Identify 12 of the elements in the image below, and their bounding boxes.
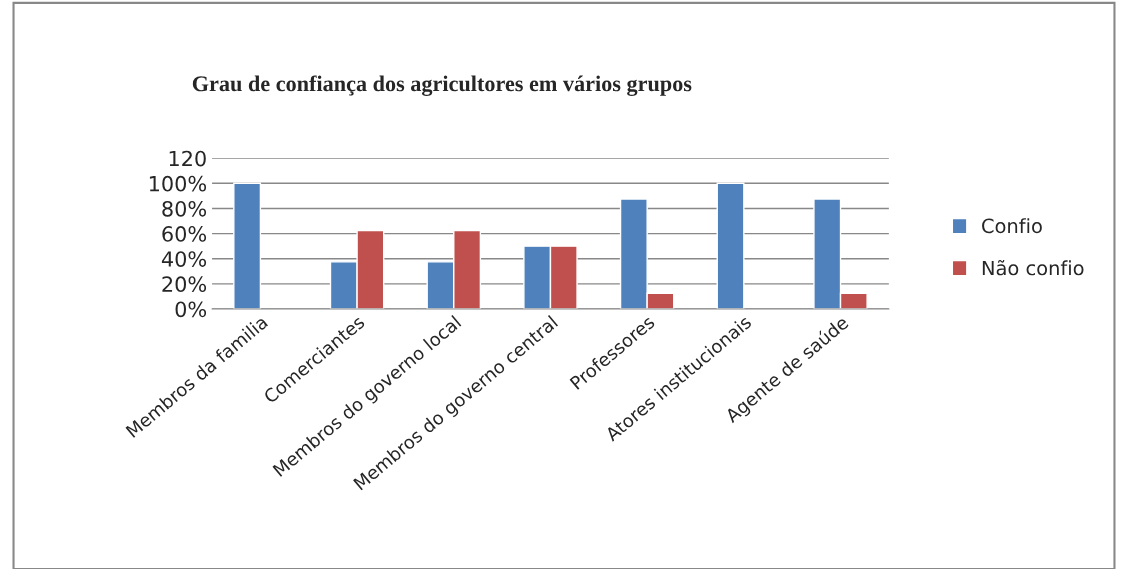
y-tick-label: 0% — [175, 301, 207, 318]
y-tick-label: 120 — [169, 150, 206, 167]
y-tick-label: 60% — [162, 226, 207, 242]
bar — [716, 182, 745, 309]
chart-title: Grau de confiança dos agricultores em vários grupos — [192, 75, 692, 96]
legend-label: Não confio — [982, 259, 1084, 276]
y-tick-label: 20% — [162, 276, 207, 293]
bar — [233, 182, 262, 309]
y-tick-label: 40% — [161, 251, 207, 267]
y-tick-label: 80% — [162, 200, 207, 217]
legend-label: Confio — [982, 218, 1042, 234]
y-tick-label: 100% — [149, 175, 207, 192]
